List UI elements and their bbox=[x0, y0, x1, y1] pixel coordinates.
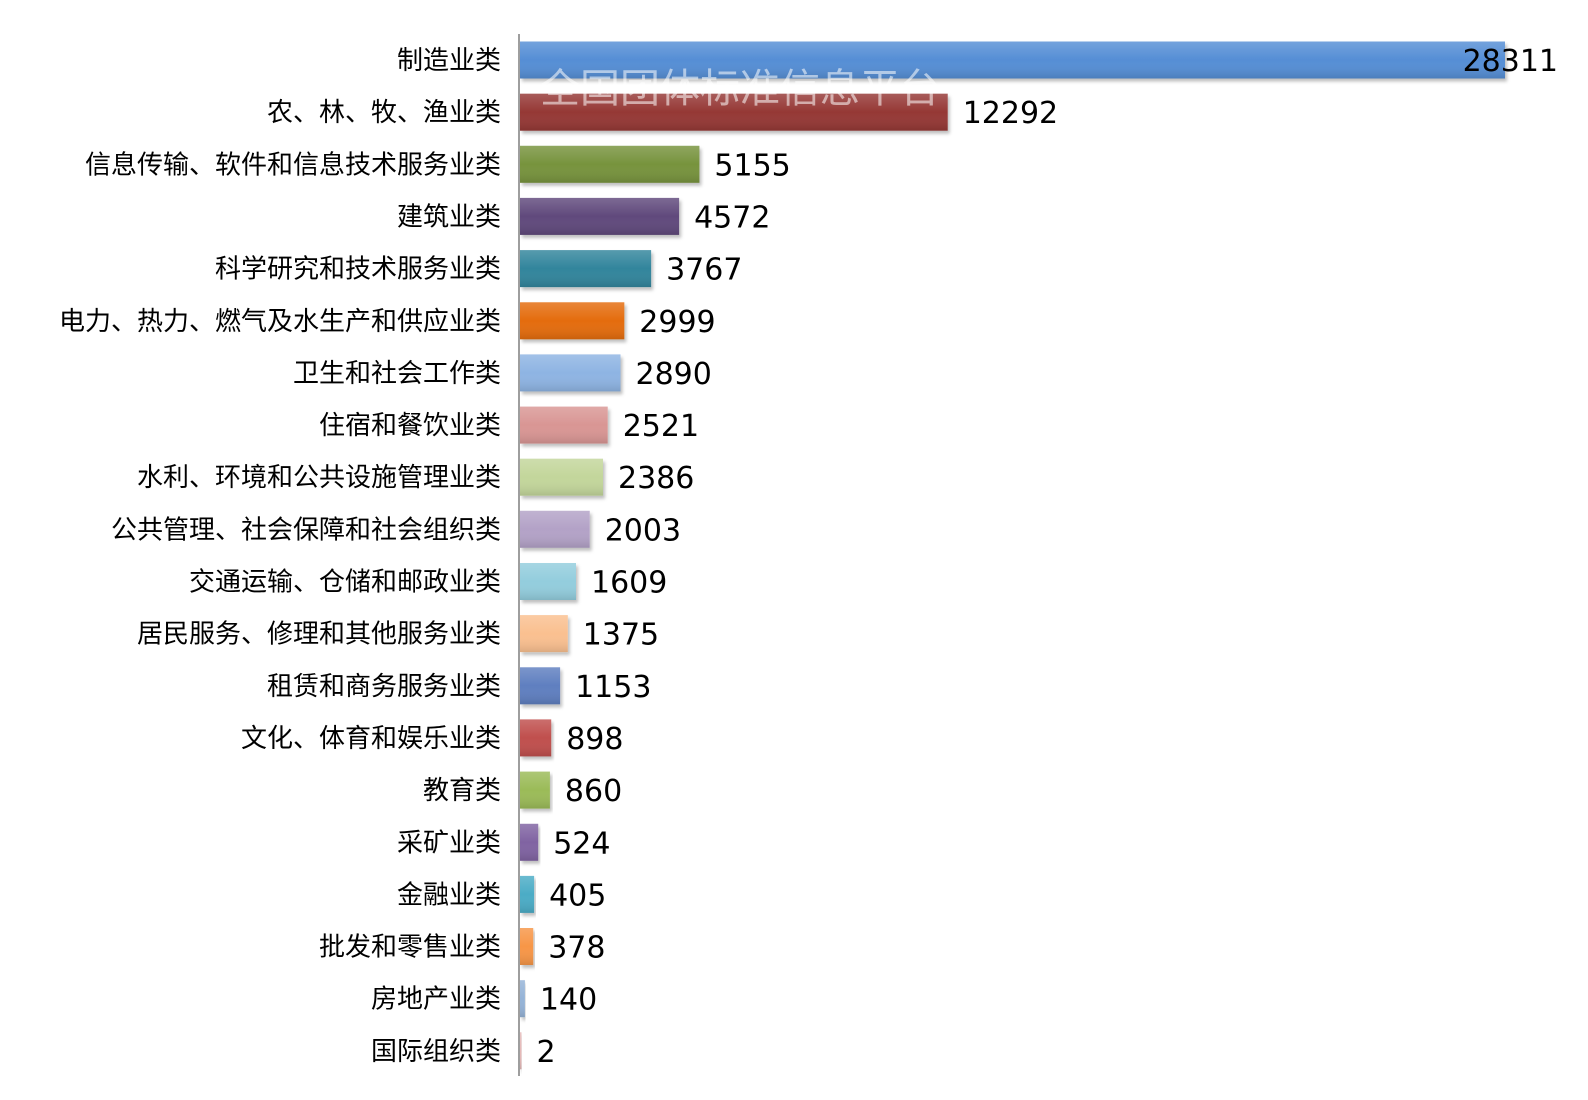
value-label-19: 140 bbox=[540, 983, 597, 1018]
bar-shade-13 bbox=[520, 667, 561, 705]
bar-shade-7 bbox=[520, 354, 621, 392]
bar-shade-3 bbox=[520, 145, 700, 183]
value-label-4: 4572 bbox=[694, 200, 770, 235]
category-label-13: 租赁和商务服务业类 bbox=[267, 672, 501, 702]
value-label-2: 12292 bbox=[963, 96, 1058, 131]
category-label-5: 科学研究和技术服务业类 bbox=[215, 255, 501, 285]
value-label-8: 2521 bbox=[623, 409, 699, 444]
value-label-11: 1609 bbox=[591, 566, 667, 601]
bar-shade-9 bbox=[520, 458, 603, 496]
category-label-4: 建筑业类 bbox=[397, 202, 501, 232]
bar-shade-8 bbox=[520, 406, 608, 444]
value-label-7: 2890 bbox=[636, 357, 712, 392]
category-label-20: 国际组织类 bbox=[371, 1037, 501, 1067]
bar-shade-12 bbox=[520, 615, 568, 653]
watermark-text: 全国团体标准信息平台 bbox=[540, 66, 940, 112]
value-label-3: 5155 bbox=[714, 148, 790, 183]
value-label-16: 524 bbox=[553, 826, 610, 861]
bar-shade-18 bbox=[520, 928, 534, 965]
bar-shade-6 bbox=[520, 302, 625, 340]
value-label-15: 860 bbox=[565, 774, 622, 809]
category-labels: 制造业类农、林、牧、渔业类信息传输、软件和信息技术服务业类建筑业类科学研究和技术… bbox=[59, 46, 501, 1067]
bar-shade-17 bbox=[520, 875, 535, 913]
category-label-16: 采矿业类 bbox=[397, 828, 501, 858]
value-label-13: 1153 bbox=[575, 670, 651, 705]
bar-shade-1 bbox=[520, 41, 1505, 79]
value-label-10: 2003 bbox=[605, 513, 681, 548]
category-label-14: 文化、体育和娱乐业类 bbox=[241, 724, 501, 754]
category-label-19: 房地产业类 bbox=[371, 985, 501, 1015]
category-label-7: 卫生和社会工作类 bbox=[293, 359, 501, 389]
category-label-6: 电力、热力、燃气及水生产和供应业类 bbox=[59, 307, 501, 337]
category-label-15: 教育类 bbox=[423, 776, 501, 806]
bar-shade-20 bbox=[520, 1032, 522, 1070]
category-label-1: 制造业类 bbox=[397, 46, 501, 76]
value-label-14: 898 bbox=[566, 722, 623, 757]
category-label-3: 信息传输、软件和信息技术服务业类 bbox=[85, 150, 501, 180]
category-label-2: 农、林、牧、渔业类 bbox=[267, 98, 501, 128]
bar-shade-14 bbox=[520, 719, 552, 757]
category-label-18: 批发和零售业类 bbox=[319, 933, 501, 963]
bar-shade-4 bbox=[520, 197, 680, 235]
value-label-6: 2999 bbox=[639, 305, 715, 340]
value-labels: 28311 12292 5155 4572 3767 2999 2890 2521 2386 20… bbox=[537, 44, 1559, 1070]
bar-shade-15 bbox=[520, 771, 550, 809]
value-label-9: 2386 bbox=[618, 461, 694, 496]
category-label-17: 金融业类 bbox=[397, 880, 501, 910]
bar-shade-11 bbox=[520, 563, 576, 600]
bar-shade-16 bbox=[520, 823, 539, 861]
value-label-1: 28311 bbox=[1463, 44, 1558, 79]
value-label-12: 1375 bbox=[583, 618, 659, 653]
category-label-12: 居民服务、修理和其他服务业类 bbox=[137, 620, 501, 650]
bar-shade-2 bbox=[520, 93, 948, 131]
value-label-5: 3767 bbox=[666, 253, 742, 288]
category-label-11: 交通运输、仓储和邮政业类 bbox=[189, 568, 501, 598]
value-label-17: 405 bbox=[549, 878, 606, 913]
category-label-9: 水利、环境和公共设施管理业类 bbox=[137, 463, 501, 493]
bars-layer bbox=[520, 41, 1505, 1070]
category-label-10: 公共管理、社会保障和社会组织类 bbox=[111, 515, 501, 545]
bar-shade-19 bbox=[520, 980, 525, 1018]
bar-shade-10 bbox=[520, 510, 590, 548]
value-label-20: 2 bbox=[537, 1035, 556, 1070]
value-label-18: 378 bbox=[548, 931, 605, 966]
category-label-8: 住宿和餐饮业类 bbox=[319, 411, 501, 441]
bar-shade-5 bbox=[520, 250, 652, 288]
